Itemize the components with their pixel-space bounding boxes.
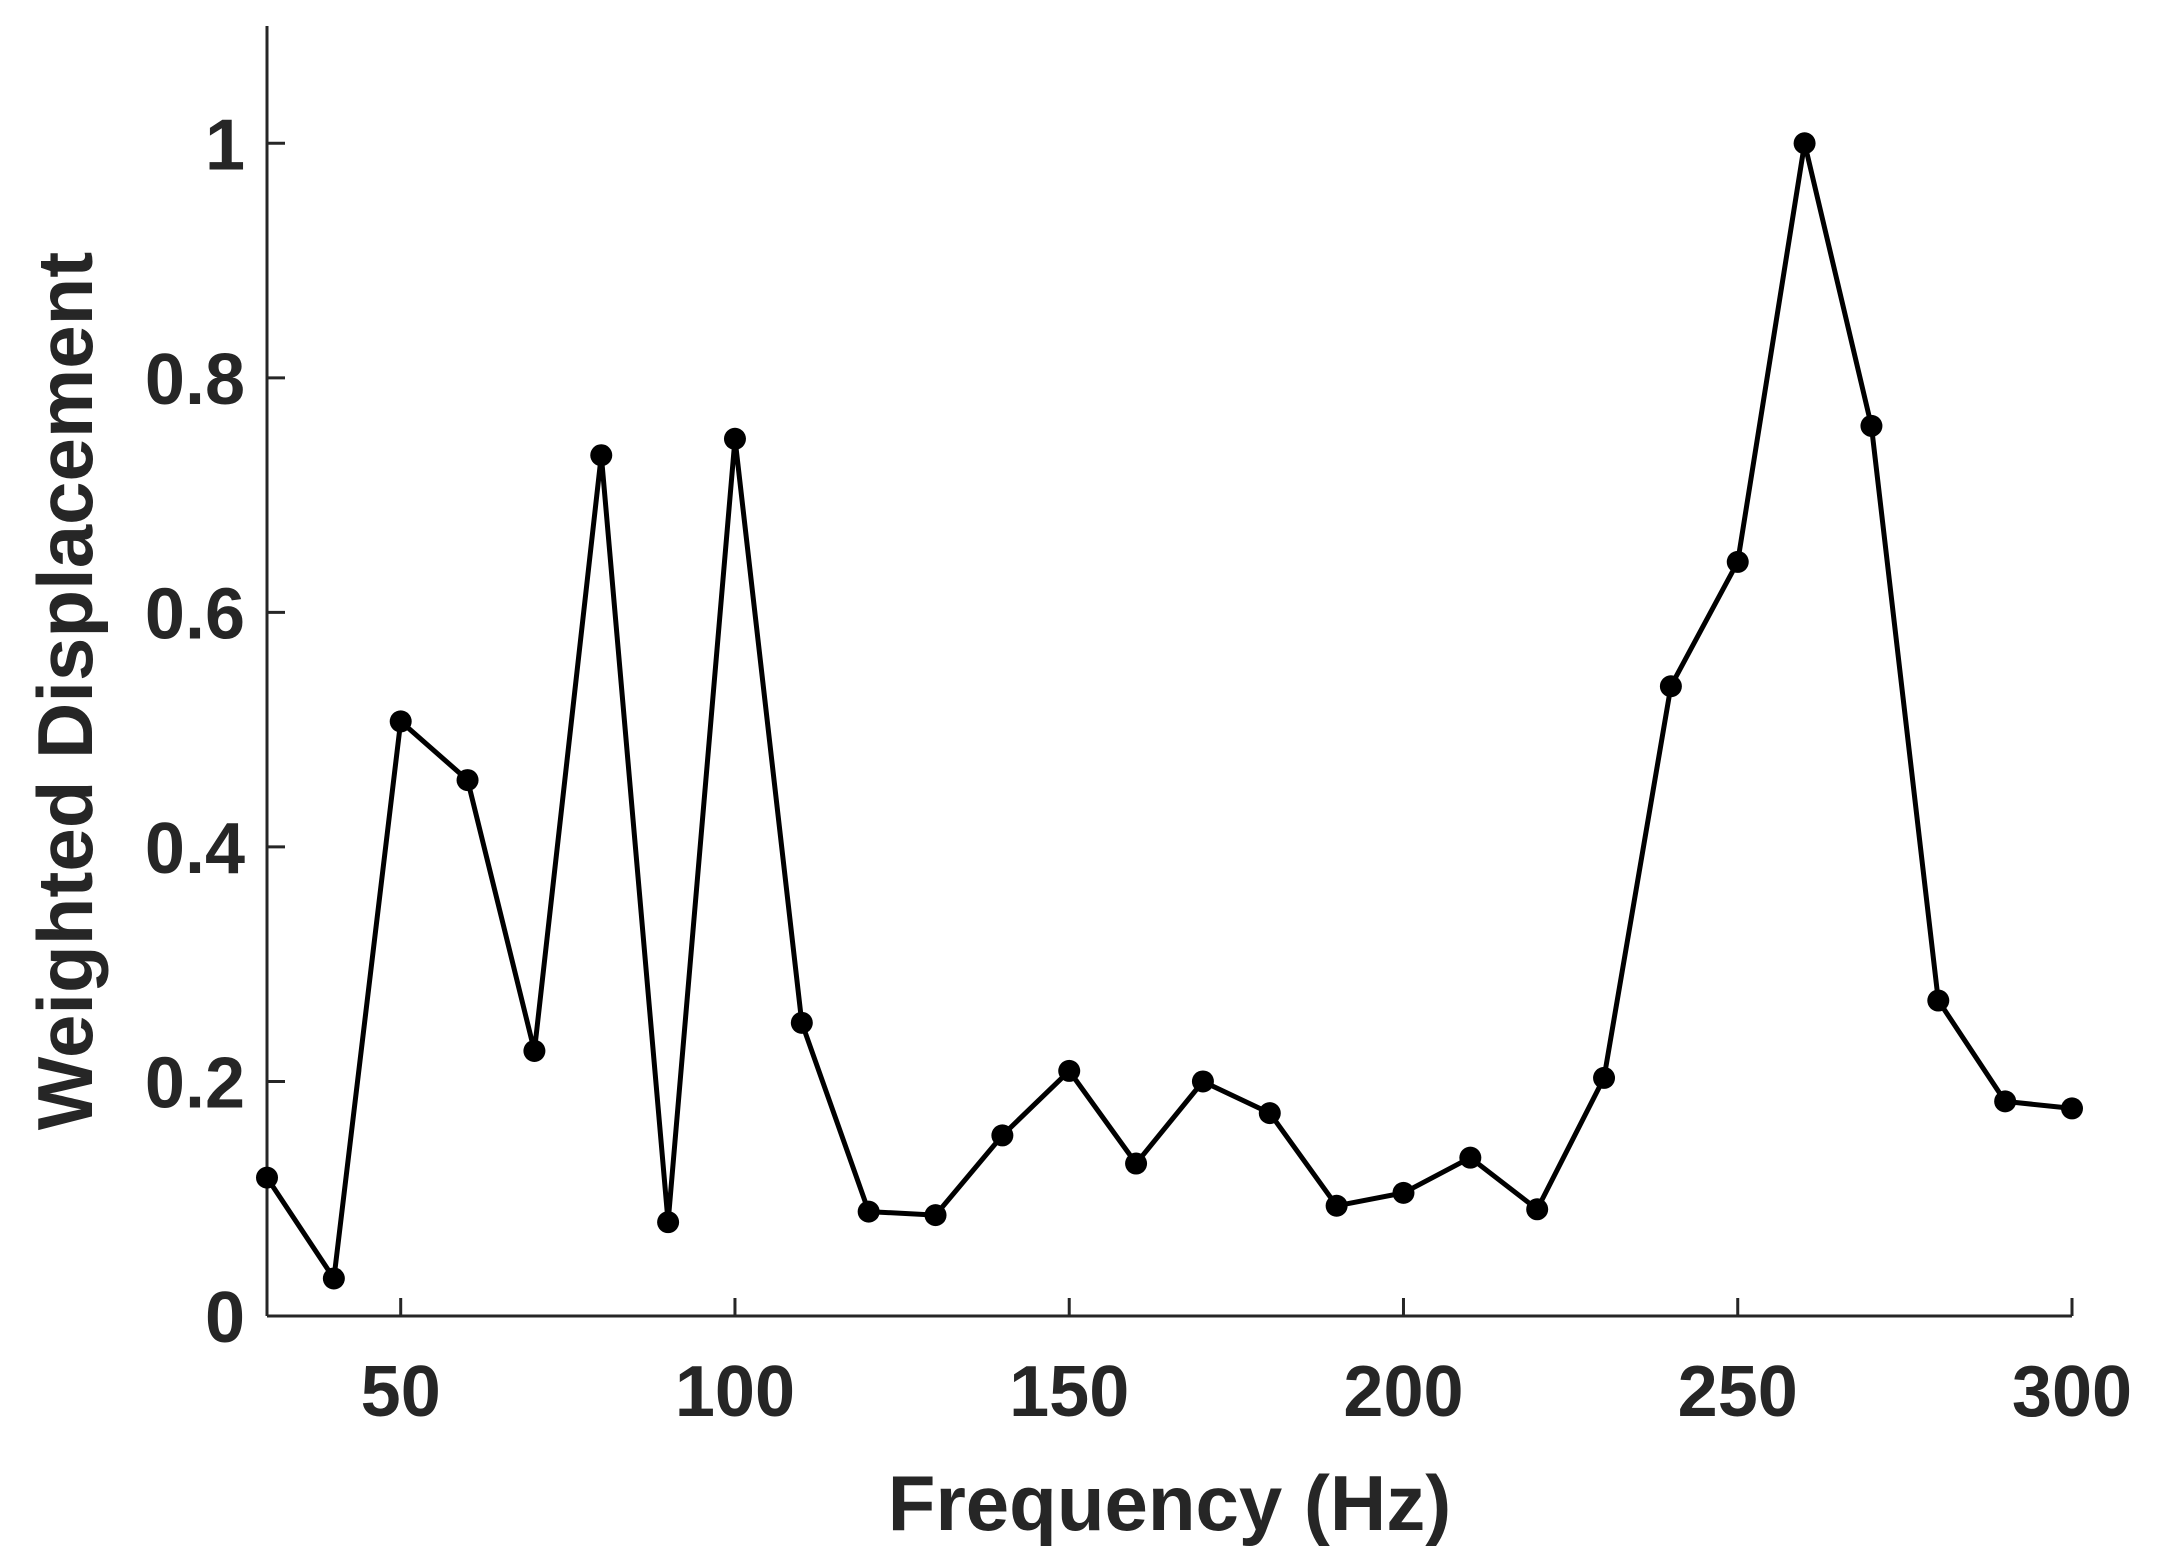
data-point — [256, 1166, 278, 1189]
data-point — [1793, 132, 1816, 155]
data-point — [991, 1124, 1014, 1147]
y-tick-label: 0.4 — [145, 809, 245, 889]
y-tick-label: 0 — [205, 1278, 245, 1358]
data-point — [924, 1204, 947, 1227]
axes — [265, 26, 2072, 1318]
x-tick-label: 250 — [1678, 1352, 1798, 1432]
data-point — [1994, 1090, 2017, 1113]
data-point — [590, 444, 613, 467]
data-point — [389, 710, 412, 733]
data-point — [2061, 1097, 2083, 1120]
data-point — [1659, 675, 1682, 698]
data-point — [1726, 550, 1749, 573]
data-point — [1860, 414, 1883, 437]
x-tick-label: 50 — [361, 1352, 441, 1432]
data-point — [723, 427, 746, 450]
y-tick-label: 0.6 — [145, 574, 245, 654]
tick-group: 50 100 150 200 250 300 0 0.2 0.4 0.6 0.8 1 — [145, 105, 2132, 1432]
data-point — [790, 1011, 813, 1034]
x-tick-label: 200 — [1343, 1352, 1463, 1432]
data-point — [322, 1267, 345, 1290]
data-point — [1526, 1198, 1549, 1221]
y-tick-label: 1 — [205, 105, 245, 185]
y-axis-label: Weighted Displacement — [21, 252, 109, 1130]
data-point — [1191, 1070, 1214, 1093]
data-point — [523, 1039, 546, 1062]
y-tick-label: 0.8 — [145, 340, 245, 420]
data-point — [1392, 1181, 1415, 1204]
series-line — [264, 140, 2075, 1281]
x-axis-label: Frequency (Hz) — [888, 1459, 1451, 1547]
data-point — [657, 1211, 680, 1234]
data-point — [1258, 1102, 1281, 1125]
data-point — [1325, 1194, 1348, 1217]
x-tick-label: 100 — [675, 1352, 795, 1432]
data-point — [1593, 1066, 1616, 1089]
data-point — [1058, 1059, 1081, 1082]
y-tick-label: 0.2 — [145, 1043, 245, 1123]
series-group — [256, 132, 2083, 1290]
data-point — [1125, 1152, 1148, 1175]
data-point — [456, 769, 479, 792]
data-point — [857, 1200, 880, 1223]
data-point — [1927, 989, 1950, 1012]
x-tick-label: 150 — [1009, 1352, 1129, 1432]
x-tick-label: 300 — [2012, 1352, 2132, 1432]
data-point — [1459, 1146, 1482, 1169]
